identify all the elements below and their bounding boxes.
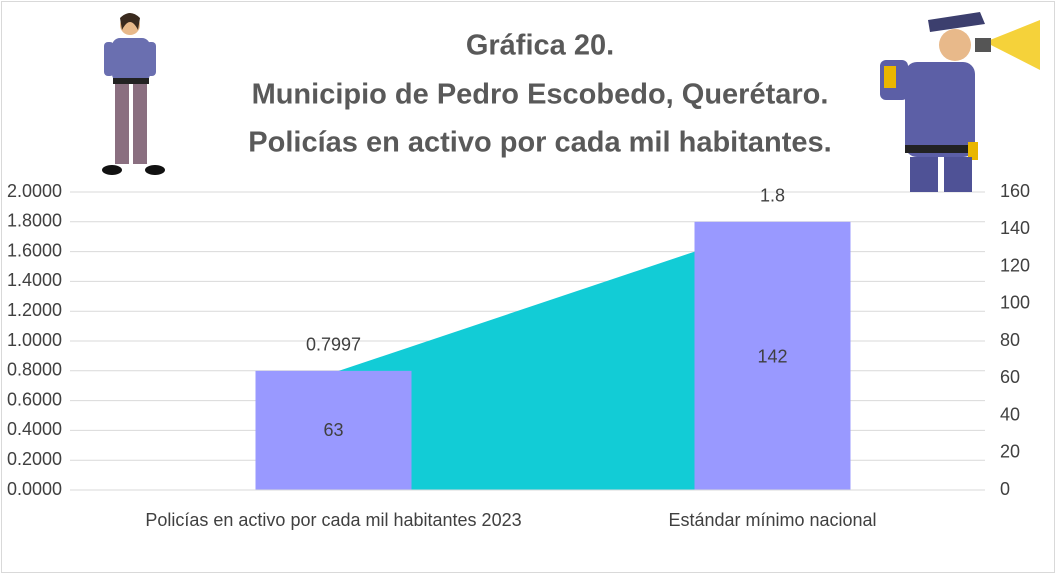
area (333, 225, 773, 490)
y-tick-label: 0.2000 (7, 449, 62, 469)
chart-title: Policías en activo por cada mil habitant… (248, 127, 831, 159)
y-tick-label: 0.0000 (7, 479, 62, 499)
bar (694, 221, 851, 491)
y2-tick-label: 60 (1000, 367, 1020, 387)
y-tick-label: 1.6000 (7, 240, 62, 260)
y-tick-label: 2.0000 (7, 181, 62, 201)
police-officer-illustration (880, 12, 1040, 192)
y2-tick-label: 160 (1000, 181, 1030, 201)
y-tick-label: 0.6000 (7, 389, 62, 409)
chart-title: Municipio de Pedro Escobedo, Querétaro. (252, 79, 829, 111)
data-label: 63 (323, 420, 343, 440)
y2-tick-label: 20 (1000, 442, 1020, 462)
y-tick-label: 1.2000 (7, 300, 62, 320)
y2-tick-label: 80 (1000, 330, 1020, 350)
y-tick-label: 0.8000 (7, 360, 62, 380)
y2-tick-label: 0 (1000, 479, 1010, 499)
chart-title: Gráfica 20. (466, 30, 614, 62)
data-label: 142 (757, 347, 787, 367)
data-label: 1.8 (760, 186, 785, 206)
x-tick-label: Estándar mínimo nacional (668, 510, 877, 530)
x-tick-label: Policías en activo por cada mil habitant… (145, 510, 522, 530)
y-tick-label: 1.8000 (7, 211, 62, 231)
y2-tick-label: 100 (1000, 293, 1030, 313)
police-woman-illustration (102, 13, 165, 175)
data-label: 0.7997 (306, 335, 361, 355)
y2-tick-label: 40 (1000, 404, 1020, 424)
y-tick-label: 1.4000 (7, 270, 62, 290)
y-tick-label: 0.4000 (7, 419, 62, 439)
y2-tick-label: 140 (1000, 218, 1030, 238)
y2-tick-label: 120 (1000, 255, 1030, 275)
bar (255, 370, 412, 490)
y-tick-label: 1.0000 (7, 330, 62, 350)
